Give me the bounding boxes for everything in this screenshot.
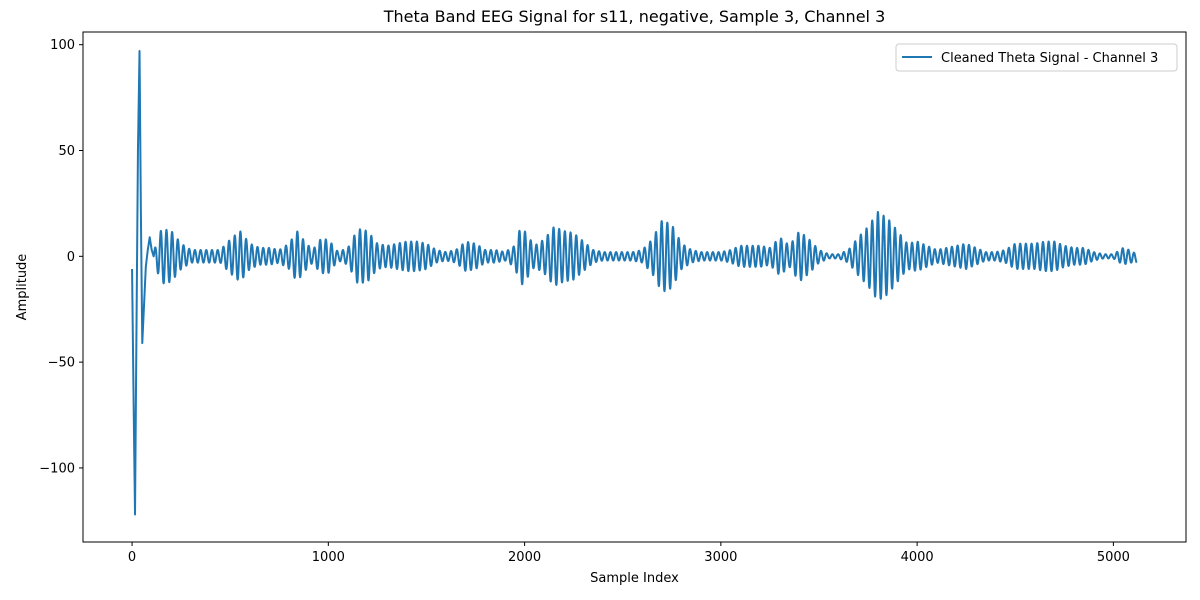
x-tick-label: 0	[128, 550, 136, 565]
x-tick-label: 5000	[1097, 550, 1130, 565]
x-axis: 0 1000 2000 3000 4000 5000	[128, 542, 1130, 565]
plot-area	[131, 50, 1138, 516]
legend: Cleaned Theta Signal - Channel 3	[895, 43, 1178, 72]
axes-frame	[82, 31, 1187, 543]
y-tick-label: −100	[39, 461, 75, 476]
x-tick-label: 4000	[901, 550, 934, 565]
x-tick-label: 2000	[508, 550, 541, 565]
legend-label: Cleaned Theta Signal - Channel 3	[941, 51, 1158, 66]
x-tick-label: 1000	[312, 550, 345, 565]
x-axis-label: Sample Index	[590, 571, 679, 586]
y-tick-label: 50	[58, 144, 75, 159]
y-axis: −100 −50 0 50 100	[39, 38, 83, 476]
x-tick-label: 3000	[704, 550, 737, 565]
series-line-cleaned-theta	[131, 50, 1138, 516]
y-axis-label: Amplitude	[15, 254, 30, 321]
y-tick-label: 0	[67, 250, 75, 265]
y-tick-label: −50	[48, 356, 75, 371]
legend-box	[895, 43, 1178, 72]
chart-title: Theta Band EEG Signal for s11, negative,…	[383, 7, 886, 26]
y-tick-label: 100	[50, 38, 75, 53]
